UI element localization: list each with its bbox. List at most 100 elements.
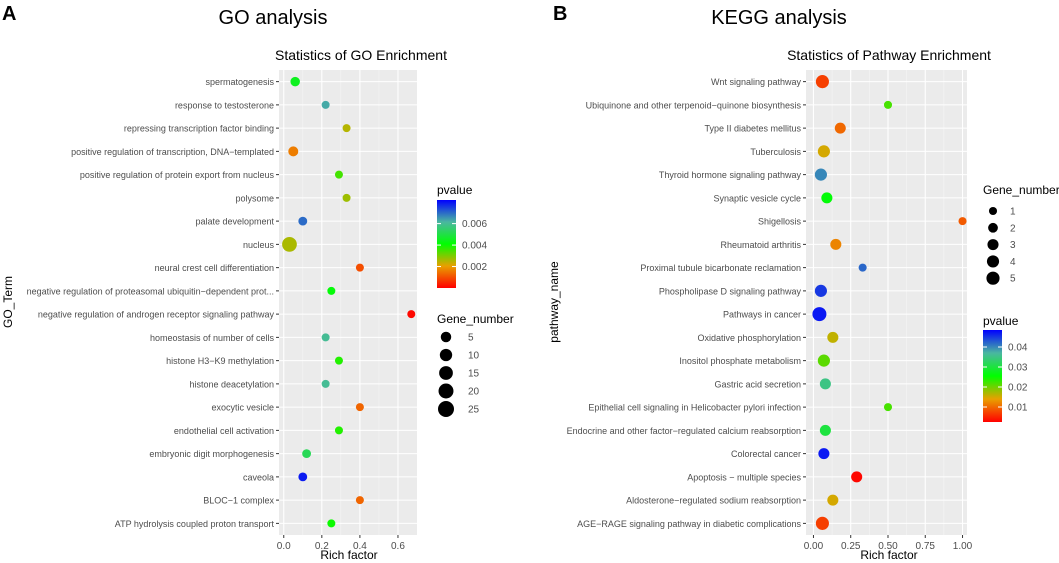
- panel-a-title: Statistics of GO Enrichment: [275, 47, 447, 63]
- panel-b-size-legend-dot: [988, 206, 998, 216]
- panel-b-point[interactable]: [830, 238, 842, 250]
- panel-b-point[interactable]: [812, 307, 827, 322]
- panel-a-term-label: negative regulation of androgen receptor…: [38, 310, 275, 320]
- panel-b-point[interactable]: [883, 100, 893, 109]
- panel-a-size-legend-dot: [440, 331, 452, 343]
- panel-b-point[interactable]: [821, 192, 833, 204]
- panel-b-ylabel: pathway_name: [547, 261, 561, 343]
- panel-a-point[interactable]: [321, 333, 330, 342]
- panel-a-point[interactable]: [355, 263, 364, 272]
- panel-a-size-legend-dot: [438, 401, 454, 417]
- panel-b-size-legend-dot: [986, 255, 1000, 268]
- panel-a-term-label: polysome: [235, 193, 274, 203]
- panel-a-term-label: ATP hydrolysis coupled proton transport: [115, 519, 275, 529]
- panel-a-point[interactable]: [302, 449, 312, 459]
- panel-a-point[interactable]: [334, 356, 343, 365]
- panel-a-colorbar-label: 0.006: [462, 219, 487, 230]
- panel-b-size-legend-label: 5: [1010, 274, 1016, 285]
- panel-a-point[interactable]: [290, 76, 300, 87]
- panel-a-term-label: BLOC−1 complex: [203, 496, 274, 506]
- panel-a-point[interactable]: [355, 403, 364, 412]
- panel-b-point[interactable]: [883, 403, 893, 412]
- panel-a-x-tick-label: 0.6: [391, 541, 405, 552]
- panel-a-term-label: endothelial cell activation: [174, 426, 274, 436]
- panel-a-size-legend-dot: [438, 383, 454, 399]
- panel-a-size-legend-label: 10: [468, 351, 480, 362]
- panel-a-point[interactable]: [288, 146, 299, 157]
- panel-a-point[interactable]: [334, 170, 343, 179]
- panel-a-pvalue-legend-title: pvalue: [437, 183, 473, 197]
- panel-b-point[interactable]: [958, 217, 967, 226]
- panel-a-term-label: response to testosterone: [175, 100, 274, 110]
- panel-b-point[interactable]: [814, 284, 827, 297]
- panel-a-point[interactable]: [298, 216, 308, 226]
- panel-b-term-label: Apoptosis − multiple species: [687, 472, 801, 482]
- panel-b-term-label: Inositol phosphate metabolism: [679, 356, 801, 366]
- panel-a-size-legend-dot: [439, 348, 453, 362]
- panel-b-colorbar-label: 0.03: [1008, 363, 1028, 374]
- panel-a-pvalue-colorbar: [437, 200, 456, 288]
- panel-a-x-tick-label: 0.2: [315, 541, 329, 552]
- panel-a-point[interactable]: [321, 379, 330, 388]
- panel-b-point[interactable]: [818, 448, 830, 460]
- panel-a-point[interactable]: [282, 237, 297, 252]
- panel-b-colorbar-label: 0.04: [1008, 343, 1028, 354]
- panel-a-point[interactable]: [321, 100, 330, 109]
- panel-a-x-tick-label: 0.0: [277, 541, 291, 552]
- panel-b-x-tick-label: 0.75: [916, 541, 936, 552]
- panel-b-point[interactable]: [815, 516, 829, 530]
- panel-b-x-tick-label: 0.50: [878, 541, 898, 552]
- panel-b-term-label: Gastric acid secretion: [714, 379, 801, 389]
- panel-a-point[interactable]: [327, 519, 336, 528]
- panel-b-term-label: Type II diabetes mellitus: [704, 124, 801, 134]
- panel-b-point[interactable]: [814, 168, 827, 181]
- panel-b-pvalue-legend-title: pvalue: [983, 314, 1019, 328]
- panel-b-point[interactable]: [827, 494, 839, 506]
- panel-a-term-label: histone H3−K9 methylation: [166, 356, 274, 366]
- panel-a-term-label: embryonic digit morphogenesis: [149, 449, 274, 459]
- panel-b-gene-legend-title: Gene_number: [983, 183, 1059, 197]
- panel-a-colorbar-label: 0.002: [462, 262, 487, 273]
- panel-b-point[interactable]: [858, 263, 867, 272]
- panel-b-heading: KEGG analysis: [711, 7, 847, 29]
- panel-a-point[interactable]: [342, 124, 351, 133]
- panel-b-colorbar-label: 0.02: [1008, 383, 1028, 394]
- panel-a-term-label: repressing transcription factor binding: [124, 124, 274, 134]
- panel-b-point[interactable]: [815, 75, 829, 89]
- panel-a-letter: A: [2, 3, 16, 25]
- panel-a-point[interactable]: [342, 193, 351, 202]
- panel-b-point[interactable]: [834, 122, 846, 134]
- panel-b-term-label: Ubiquinone and other terpenoid−quinone b…: [586, 100, 802, 110]
- panel-b-size-legend-label: 3: [1010, 240, 1016, 251]
- panel-b-point[interactable]: [851, 471, 863, 483]
- panel-b-term-label: Epithelial cell signaling in Helicobacte…: [588, 403, 801, 413]
- panel-b-term-label: Synaptic vesicle cycle: [713, 193, 801, 203]
- panel-b-size-legend-label: 1: [1010, 207, 1016, 218]
- panel-a-point[interactable]: [355, 496, 364, 505]
- panel-b-point[interactable]: [819, 378, 831, 390]
- panel-a-heading: GO analysis: [219, 7, 328, 29]
- panel-a-point[interactable]: [298, 472, 308, 482]
- panel-b-pvalue-colorbar: [983, 330, 1002, 422]
- panel-b-point[interactable]: [817, 145, 830, 158]
- panel-a-size-legend-dot: [439, 366, 453, 380]
- panel-b-point[interactable]: [819, 424, 831, 436]
- panel-a-term-label: negative regulation of proteasomal ubiqu…: [27, 286, 274, 296]
- panel-a-term-label: spermatogenesis: [205, 77, 274, 87]
- panel-b-point[interactable]: [827, 331, 839, 343]
- panel-a-xlabel: Rich factor: [320, 548, 377, 562]
- panel-b-x-tick-label: 0.00: [804, 541, 824, 552]
- panel-a-point[interactable]: [327, 286, 336, 295]
- panel-b-x-tick-label: 1.00: [953, 541, 973, 552]
- panel-b-title: Statistics of Pathway Enrichment: [787, 47, 991, 63]
- panel-a-size-legend-label: 20: [468, 387, 480, 398]
- panel-a-point[interactable]: [407, 310, 416, 319]
- panel-a-term-label: caveola: [243, 472, 274, 482]
- panel-a-point[interactable]: [334, 426, 343, 435]
- panel-b-point[interactable]: [817, 354, 830, 367]
- panel-a-colorbar-label: 0.004: [462, 241, 487, 252]
- panel-a-x-tick-label: 0.4: [353, 541, 367, 552]
- panel-a-term-label: palate development: [195, 217, 274, 227]
- panel-b-size-legend-dot: [988, 222, 998, 233]
